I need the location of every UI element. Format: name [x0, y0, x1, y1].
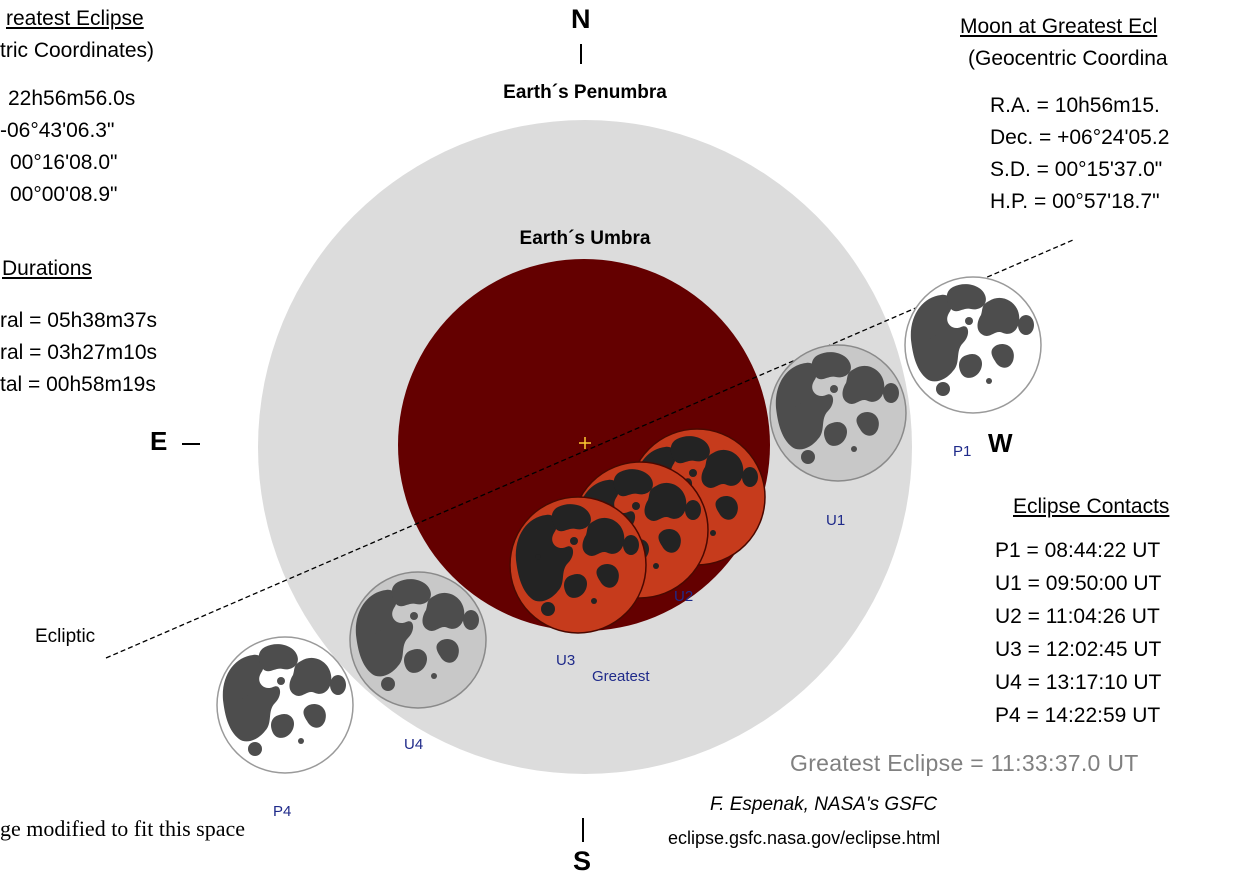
moon-u4 [349, 571, 487, 709]
author-credit: F. Espenak, NASA's GSFC [710, 794, 938, 815]
greatest-eclipse-title: reatest Eclipse [6, 7, 144, 30]
ecliptic-label: Ecliptic [35, 626, 96, 647]
image-caption: ge modified to fit this space [0, 816, 245, 841]
greatest-eclipse-time: Greatest Eclipse = 11:33:37.0 UT [790, 750, 1139, 776]
moon-label-greatest: Greatest [592, 668, 650, 685]
north-tick [580, 44, 582, 64]
moon-label-u2: U2 [674, 588, 694, 605]
compass-east: E [150, 426, 168, 456]
moon-coordinate-row: R.A. = 10h56m15. [990, 94, 1160, 117]
east-dash [182, 443, 200, 445]
moon-p1 [904, 276, 1042, 414]
contact-row: U2 = 11:04:26 UT [995, 605, 1160, 628]
moon-label-u1: U1 [826, 512, 846, 529]
source-url: eclipse.gsfc.nasa.gov/eclipse.html [668, 828, 941, 848]
duration-row: ral = 03h27m10s [0, 341, 158, 364]
contact-row: P1 = 08:44:22 UT [995, 539, 1161, 562]
compass-west: W [988, 428, 1013, 458]
greatest-eclipse-subtitle: tric Coordinates) [0, 39, 155, 62]
moon-coordinate-row: S.D. = 00°15'37.0" [990, 158, 1163, 181]
duration-row: tal = 00h58m19s [0, 373, 156, 396]
moon-coordinates-subtitle: (Geocentric Coordina [968, 47, 1168, 70]
durations-title: Durations [2, 257, 92, 280]
moon-label-u4: U4 [404, 736, 424, 753]
greatest-eclipse-value: 22h56m56.0s [8, 87, 136, 110]
moon-coordinates-title: Moon at Greatest Ecl [960, 15, 1158, 38]
eclipse-contacts-title: Eclipse Contacts [1013, 495, 1170, 518]
moon-u3 [509, 496, 647, 634]
moon-p4 [216, 636, 354, 774]
south-tick [582, 818, 584, 842]
greatest-eclipse-value: 00°00'08.9" [10, 183, 118, 206]
shadow-center-crosshair [579, 437, 591, 449]
compass-north: N [571, 4, 591, 34]
penumbra-label: Earth´s Penumbra [503, 82, 667, 103]
moon-u1 [769, 344, 907, 482]
moon-coordinate-row: Dec. = +06°24'05.2 [990, 126, 1170, 149]
compass-south: S [573, 846, 592, 876]
umbra-label: Earth´s Umbra [519, 228, 651, 249]
moon-label-p4: P4 [273, 803, 292, 820]
moon-coordinate-row: H.P. = 00°57'18.7" [990, 190, 1160, 213]
greatest-eclipse-value: -06°43'06.3" [0, 119, 115, 142]
contact-row: U3 = 12:02:45 UT [995, 638, 1162, 661]
duration-row: ral = 05h38m37s [0, 309, 158, 332]
moon-label-p1: P1 [953, 443, 972, 460]
contact-row: U4 = 13:17:10 UT [995, 671, 1162, 694]
contact-row: U1 = 09:50:00 UT [995, 572, 1162, 595]
contact-row: P4 = 14:22:59 UT [995, 704, 1161, 727]
moon-label-u3: U3 [556, 652, 576, 669]
greatest-eclipse-value: 00°16'08.0" [10, 151, 118, 174]
